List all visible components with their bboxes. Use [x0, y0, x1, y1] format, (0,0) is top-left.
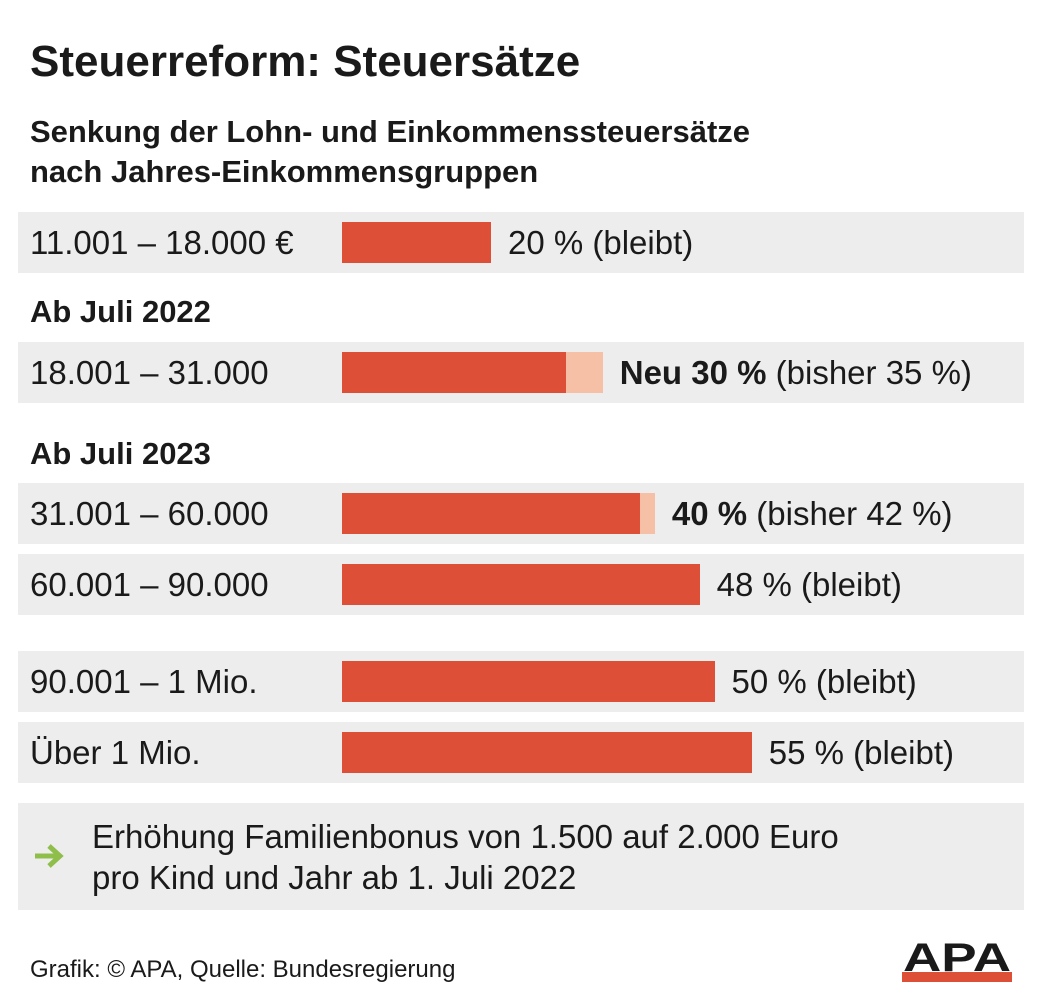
bracket-label: 18.001 – 31.000: [30, 354, 269, 391]
chart-title: Steuerreform: Steuersätze: [30, 37, 581, 86]
bracket-label: 31.001 – 60.000: [30, 495, 269, 532]
rate-value-strong: Neu 30 %: [619, 354, 767, 391]
apa-logo: APA: [902, 938, 1012, 982]
new-rate-bar: [342, 661, 715, 702]
rate-value-label: 50 % (bleibt): [732, 651, 917, 712]
bracket-row: 31.001 – 60.000 40 % (bisher 42 %): [18, 483, 1024, 544]
new-rate-bar: [342, 352, 566, 393]
logo-text: APA: [903, 938, 1011, 980]
new-rate-bar: [342, 222, 491, 263]
family-bonus-note: Erhöhung Familienbonus von 1.500 auf 2.0…: [18, 803, 1024, 910]
rate-value-text: 55 % (bleibt): [768, 734, 955, 771]
rate-value-strong: 40 %: [671, 495, 748, 532]
rate-value-label: 40 % (bisher 42 %): [672, 483, 953, 544]
rate-value-text: 50 % (bleibt): [731, 663, 917, 700]
new-rate-bar: [342, 564, 700, 605]
rate-value-label: Neu 30 % (bisher 35 %): [620, 342, 972, 403]
bracket-label: 90.001 – 1 Mio.: [30, 663, 258, 700]
rate-value-text: (bisher 35 %): [766, 354, 972, 391]
bracket-row: 11.001 – 18.000 € 20 % (bleibt): [18, 212, 1024, 273]
rate-value-text: (bisher 42 %): [747, 495, 953, 532]
rate-value-label: 48 % (bleibt): [717, 554, 902, 615]
bracket-row: 60.001 – 90.000 48 % (bleibt): [18, 554, 1024, 615]
bracket-row: 90.001 – 1 Mio. 50 % (bleibt): [18, 651, 1024, 712]
arrow-right-icon: [35, 844, 64, 868]
new-rate-bar: [342, 493, 640, 534]
note-text: Erhöhung Familienbonus von 1.500 auf 2.0…: [92, 816, 839, 898]
bracket-row: Über 1 Mio. 55 % (bleibt): [18, 722, 1024, 783]
rate-value-text: 20 % (bleibt): [508, 224, 694, 261]
source-credit: Grafik: © APA, Quelle: Bundesregierung: [30, 956, 456, 983]
rate-value-text: 48 % (bleibt): [716, 566, 902, 603]
bracket-label: 60.001 – 90.000: [30, 566, 269, 603]
chart-subtitle: Senkung der Lohn- und Einkommenssteuersä…: [30, 112, 750, 192]
note-line-2: pro Kind und Jahr ab 1. Juli 2022: [92, 859, 577, 896]
section-heading-2022: Ab Juli 2022: [30, 294, 211, 329]
chart-subtitle-line-2: nach Jahres-Einkommensgruppen: [30, 154, 539, 189]
bracket-row: 18.001 – 31.000 Neu 30 % (bisher 35 %): [18, 342, 1024, 403]
rate-value-label: 55 % (bleibt): [769, 722, 954, 783]
chart-subtitle-line-1: Senkung der Lohn- und Einkommenssteuersä…: [30, 114, 751, 149]
note-line-1: Erhöhung Familienbonus von 1.500 auf 2.0…: [92, 818, 839, 855]
bracket-label: 11.001 – 18.000 €: [30, 224, 294, 261]
rate-value-label: 20 % (bleibt): [508, 212, 693, 273]
section-heading-2023: Ab Juli 2023: [30, 436, 211, 471]
new-rate-bar: [342, 732, 752, 773]
bracket-label: Über 1 Mio.: [30, 734, 201, 771]
